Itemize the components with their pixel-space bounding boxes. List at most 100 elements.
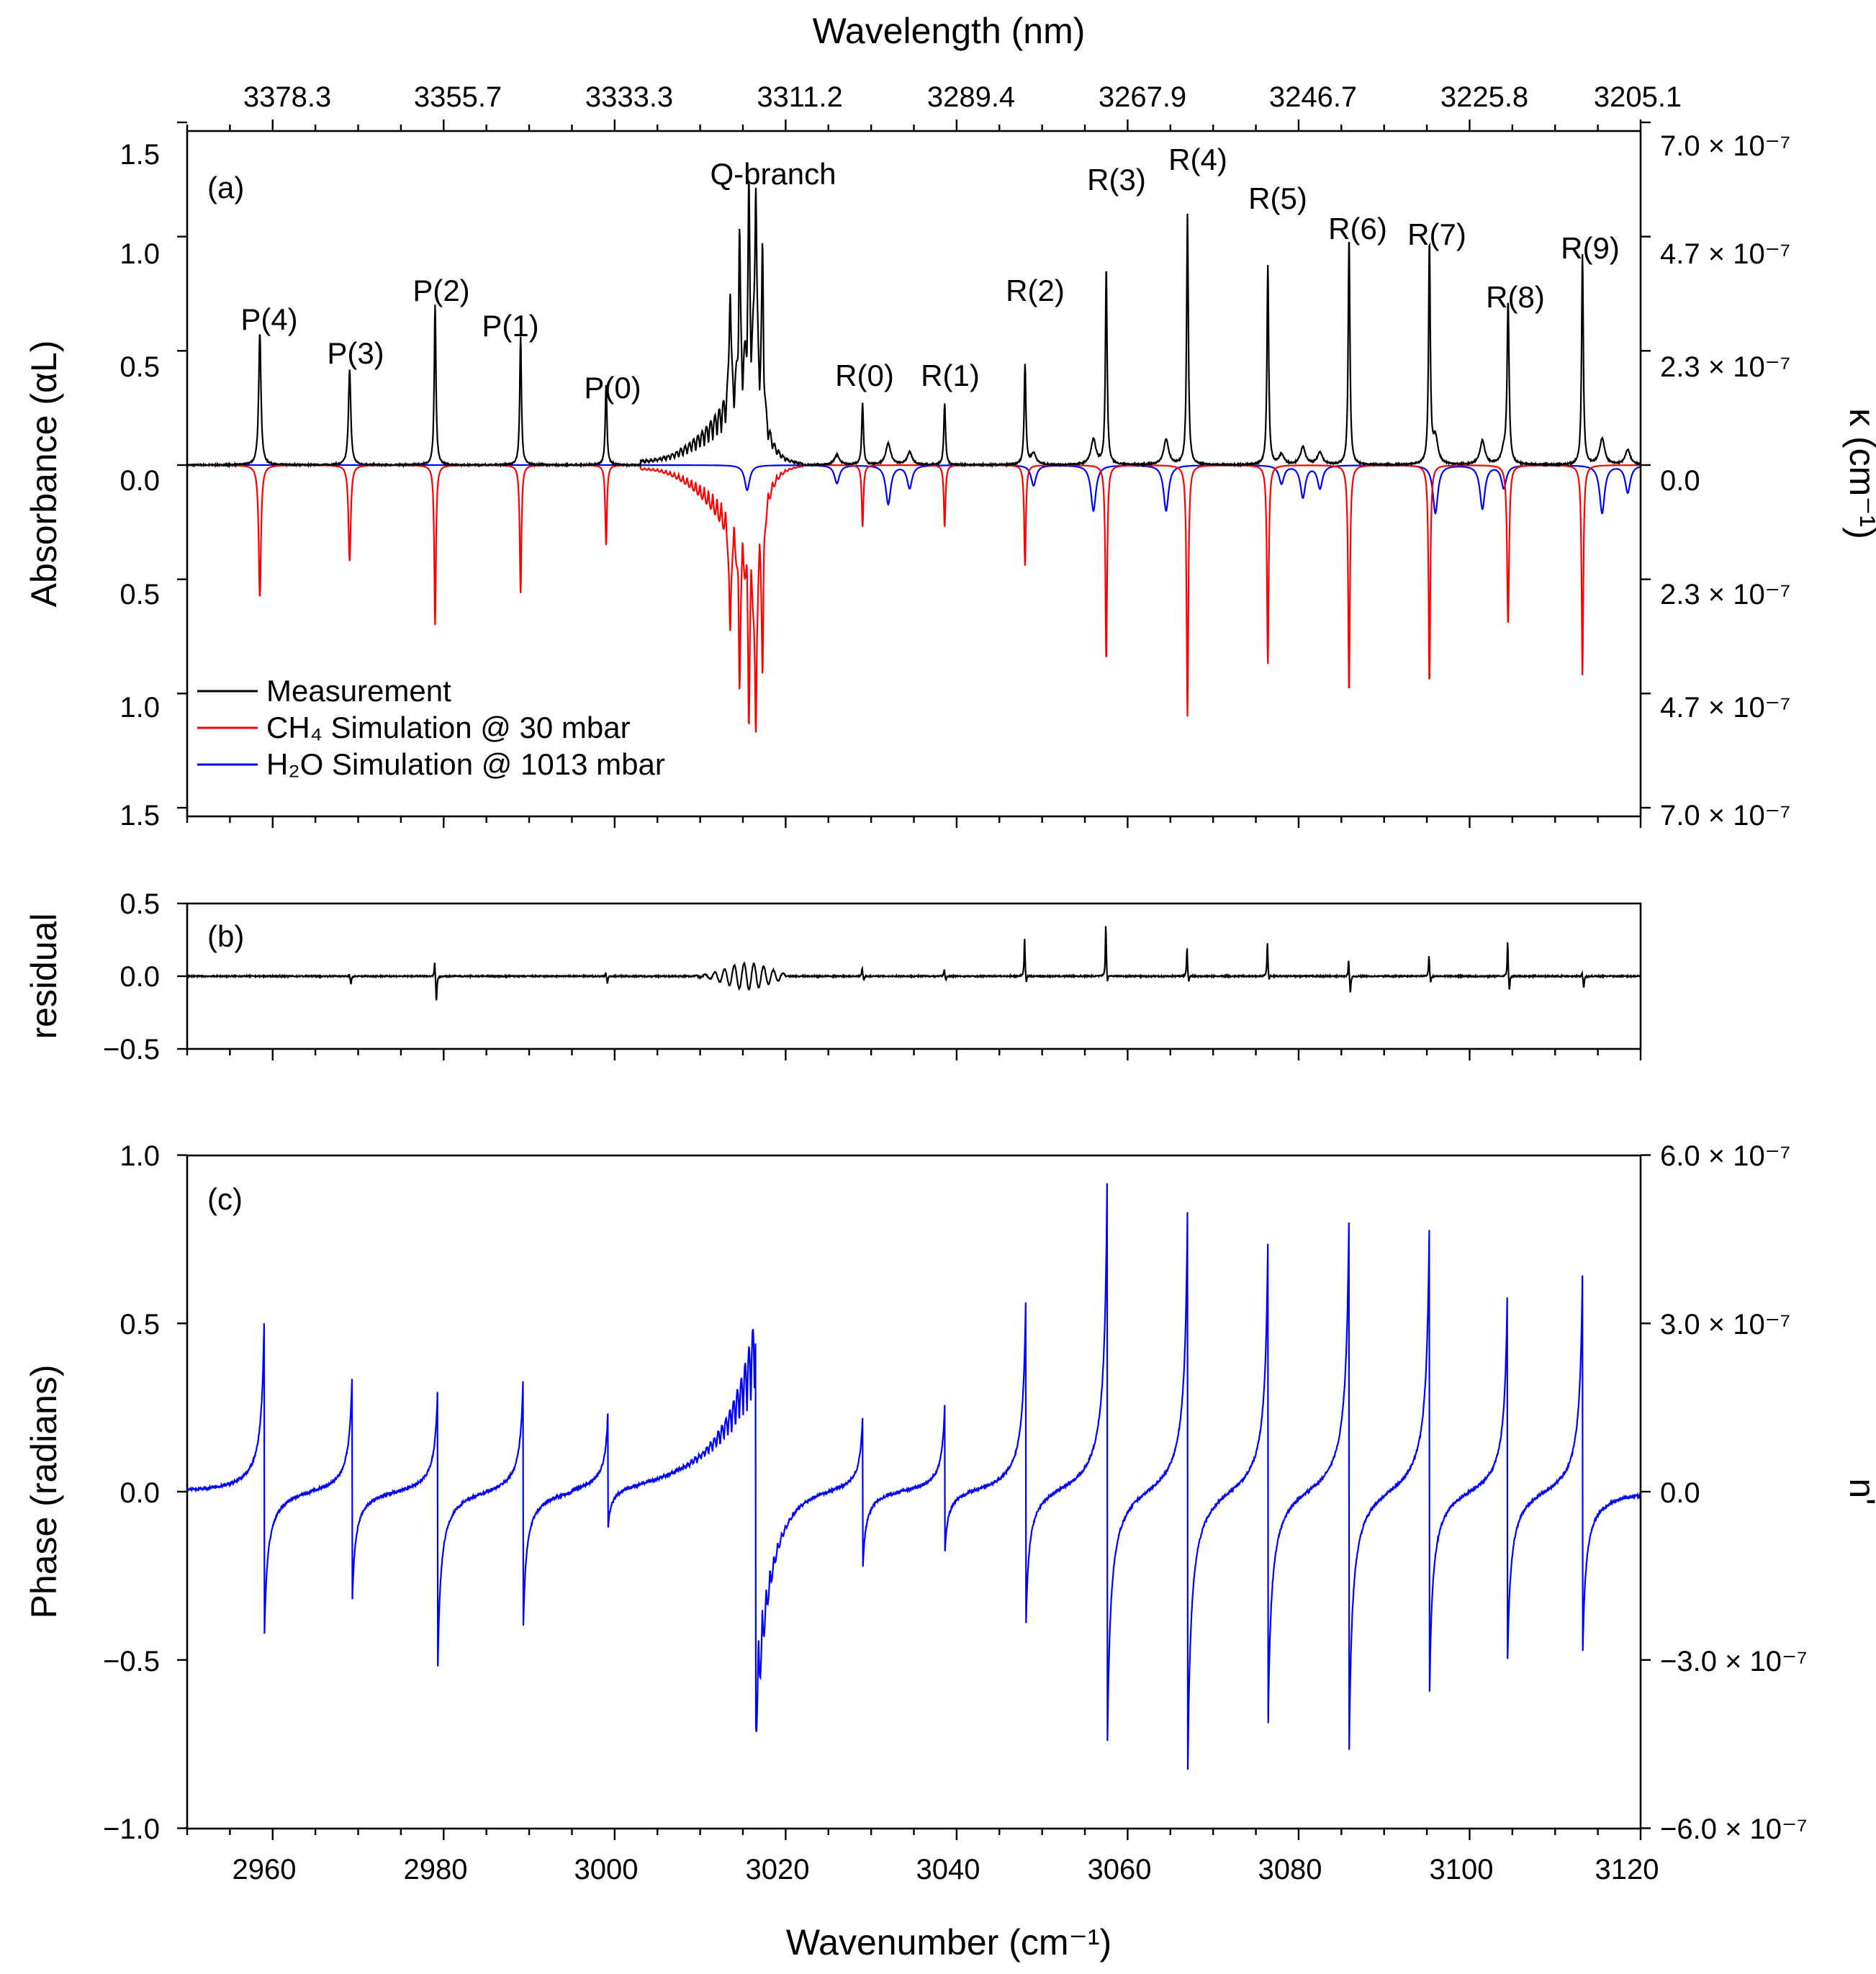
panel-a-y-title: Absorbance (αL) xyxy=(24,341,64,608)
peak-label-p3: P(3) xyxy=(327,336,384,370)
top-tick-label: 3311.2 xyxy=(757,81,842,113)
y-tick-label: 0.5 xyxy=(119,351,160,383)
y-tick-label: −1.0 xyxy=(103,1813,160,1845)
x-tick-label: 3040 xyxy=(916,1854,980,1885)
y2-tick-label: 4.7 × 10⁻⁷ xyxy=(1660,238,1790,270)
top-axis-tick-labels: 3378.3 3355.7 3333.3 3311.2 3289.4 3267.… xyxy=(243,81,1682,113)
panel-b-y-tick-labels: 0.5 0.0 −0.5 xyxy=(103,888,160,1065)
y-tick-label: 0.5 xyxy=(119,579,160,610)
panel-a-y2-tick-labels: 7.0 × 10⁻⁷ 4.7 × 10⁻⁷ 2.3 × 10⁻⁷ 0.0 2.3… xyxy=(1660,130,1790,831)
peak-label-p1: P(1) xyxy=(482,309,538,343)
panel-c-frame xyxy=(186,1154,1642,1830)
y-tick-label: 1.0 xyxy=(119,692,160,724)
panel-b: (b) residual 0.5 0.0 −0.5 xyxy=(24,888,1642,1065)
y2-tick-label: 2.3 × 10⁻⁷ xyxy=(1660,579,1790,610)
y-tick-label: 0.0 xyxy=(119,465,160,497)
peak-label-q-branch: Q-branch xyxy=(710,157,836,191)
top-tick-label: 3225.8 xyxy=(1440,81,1528,113)
y-tick-label: 1.5 xyxy=(119,139,160,171)
x-tick-label: 3020 xyxy=(746,1854,810,1885)
y2-tick-label: 0.0 xyxy=(1660,465,1700,497)
panel-a-y2-title: κ (cm⁻¹) xyxy=(1842,408,1876,539)
peak-annotations: P(4) P(3) P(2) P(1) P(0) Q-branch R(0) R… xyxy=(240,143,1620,405)
peak-label-r6: R(6) xyxy=(1328,212,1387,245)
x-tick-label: 3060 xyxy=(1088,1854,1152,1885)
top-tick-label: 3355.7 xyxy=(414,81,502,113)
panel-c-label: (c) xyxy=(207,1182,243,1216)
y-tick-label: 1.5 xyxy=(119,800,160,831)
h2o-simulation-line xyxy=(187,464,1641,515)
legend-label: CH₄ Simulation @ 30 mbar xyxy=(266,711,631,744)
peak-label-r8: R(8) xyxy=(1486,280,1545,314)
top-axis-title: Wavelength (nm) xyxy=(813,11,1086,51)
bottom-axis-title: Wavenumber (cm⁻¹) xyxy=(786,1922,1111,1962)
legend-item-measurement: Measurement xyxy=(197,674,451,708)
legend-label: H₂O Simulation @ 1013 mbar xyxy=(266,747,665,781)
panel-a-ticks xyxy=(177,120,1651,828)
phase-line xyxy=(186,1183,1642,1770)
y-tick-label: 1.0 xyxy=(119,238,160,270)
x-tick-label: 2980 xyxy=(404,1854,468,1885)
panel-b-ticks xyxy=(177,902,1642,1060)
y2-tick-label: 0.0 xyxy=(1660,1477,1700,1509)
peak-label-r5: R(5) xyxy=(1248,181,1307,215)
panel-c: (c) Phase (radians) n' Wavenumber (cm⁻¹)… xyxy=(24,1140,1876,1962)
legend-item-ch4: CH₄ Simulation @ 30 mbar xyxy=(197,711,631,744)
y-tick-label: −0.5 xyxy=(103,1646,160,1677)
y-tick-label: 1.0 xyxy=(119,1140,160,1172)
top-tick-label: 3246.7 xyxy=(1269,81,1357,113)
panel-a: (a) Wavelength (nm) Absorbance (αL) κ (c… xyxy=(24,11,1876,831)
peak-label-r3: R(3) xyxy=(1087,163,1146,197)
residual-line xyxy=(186,926,1641,1001)
panel-b-label: (b) xyxy=(207,919,244,953)
legend-label: Measurement xyxy=(266,674,451,708)
top-tick-label: 3289.4 xyxy=(927,81,1015,113)
x-tick-label: 3000 xyxy=(574,1854,639,1885)
peak-label-r0: R(0) xyxy=(835,359,894,392)
x-tick-label: 2960 xyxy=(233,1854,297,1885)
peak-label-p0: P(0) xyxy=(584,371,641,405)
peak-label-r4: R(4) xyxy=(1168,143,1227,176)
y2-tick-label: 7.0 × 10⁻⁷ xyxy=(1660,800,1790,831)
y-tick-label: 0.0 xyxy=(119,961,160,993)
y2-tick-label: −6.0 × 10⁻⁷ xyxy=(1660,1813,1808,1845)
x-tick-label: 3080 xyxy=(1258,1854,1322,1885)
peak-label-r7: R(7) xyxy=(1407,217,1466,251)
measurement-line xyxy=(186,181,1641,469)
peak-label-p2: P(2) xyxy=(412,274,469,307)
y2-tick-label: 6.0 × 10⁻⁷ xyxy=(1660,1140,1790,1172)
y-tick-label: 0.0 xyxy=(119,1477,160,1509)
peak-label-r9: R(9) xyxy=(1561,231,1620,265)
y2-tick-label: 2.3 × 10⁻⁷ xyxy=(1660,351,1790,383)
panel-a-label: (a) xyxy=(207,171,244,204)
y-tick-label: 0.5 xyxy=(119,888,160,920)
panel-c-y2-tick-labels: 6.0 × 10⁻⁷ 3.0 × 10⁻⁷ 0.0 −3.0 × 10⁻⁷ −6… xyxy=(1660,1140,1808,1845)
top-tick-label: 3205.1 xyxy=(1594,81,1682,113)
peak-label-p4: P(4) xyxy=(240,302,297,336)
x-tick-label: 3120 xyxy=(1595,1854,1659,1885)
y2-tick-label: 4.7 × 10⁻⁷ xyxy=(1660,692,1790,724)
top-tick-label: 3378.3 xyxy=(243,81,331,113)
peak-label-r1: R(1) xyxy=(921,359,980,392)
y2-tick-label: 7.0 × 10⁻⁷ xyxy=(1660,130,1790,162)
peak-label-r2: R(2) xyxy=(1006,274,1065,307)
panel-b-curves xyxy=(186,926,1641,1001)
y-tick-label: 0.5 xyxy=(119,1309,160,1340)
panel-c-y-title: Phase (radians) xyxy=(24,1365,64,1619)
panel-a-curves xyxy=(186,181,1641,733)
panel-c-ticks xyxy=(177,1154,1651,1840)
bottom-axis-tick-labels: 2960 2980 3000 3020 3040 3060 3080 3100 … xyxy=(233,1854,1659,1885)
panel-a-y-tick-labels: 1.5 1.0 0.5 0.0 0.5 1.0 1.5 xyxy=(119,139,160,831)
y-tick-label: −0.5 xyxy=(103,1034,160,1065)
panel-c-y-tick-labels: 1.0 0.5 0.0 −0.5 −1.0 xyxy=(103,1140,160,1845)
panel-b-y-title: residual xyxy=(24,913,64,1039)
legend: Measurement CH₄ Simulation @ 30 mbar H₂O… xyxy=(197,674,665,781)
x-tick-label: 3100 xyxy=(1430,1854,1494,1885)
top-tick-label: 3267.9 xyxy=(1099,81,1186,113)
panel-c-y2-title: n' xyxy=(1842,1478,1876,1505)
y2-tick-label: 3.0 × 10⁻⁷ xyxy=(1660,1309,1790,1340)
y2-tick-label: −3.0 × 10⁻⁷ xyxy=(1660,1646,1808,1677)
top-tick-label: 3333.3 xyxy=(585,81,673,113)
legend-item-h2o: H₂O Simulation @ 1013 mbar xyxy=(197,747,665,781)
